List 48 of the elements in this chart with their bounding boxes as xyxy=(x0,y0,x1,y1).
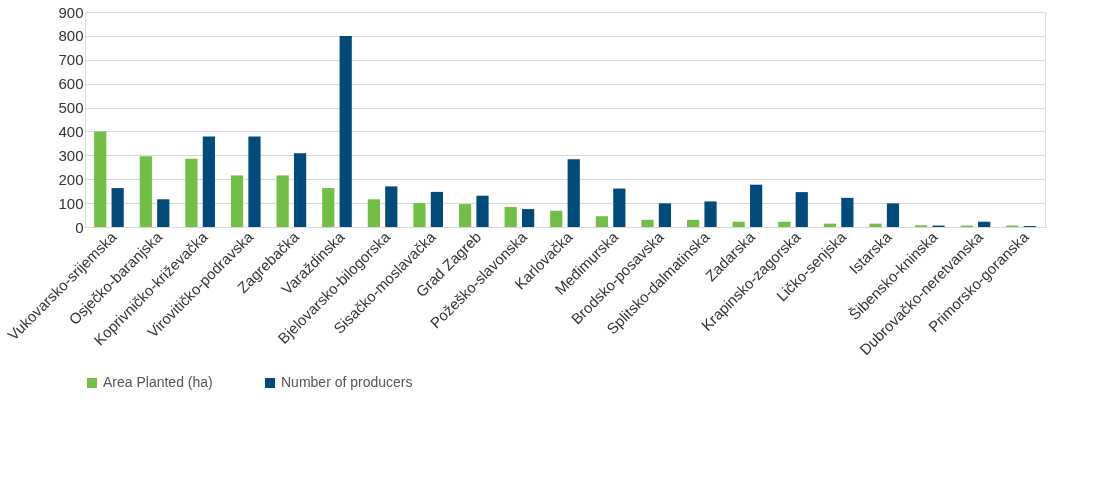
bar xyxy=(550,210,563,227)
bar xyxy=(732,221,745,227)
bar xyxy=(504,206,517,227)
bar xyxy=(94,131,107,227)
bar xyxy=(322,188,335,227)
bar xyxy=(476,195,489,227)
y-tick-label: 800 xyxy=(58,27,84,45)
y-tick-label: 400 xyxy=(58,122,84,140)
bar xyxy=(248,136,261,227)
bar xyxy=(202,136,215,227)
bar xyxy=(185,158,198,227)
y-tick-label: 200 xyxy=(58,170,84,188)
y-tick-label: 700 xyxy=(58,51,84,69)
bar xyxy=(230,175,244,227)
bar xyxy=(567,159,580,227)
bar xyxy=(795,192,808,227)
bar xyxy=(778,221,791,227)
bar xyxy=(658,203,672,227)
bar xyxy=(139,156,152,227)
bar xyxy=(687,219,700,227)
y-tick-label: 300 xyxy=(58,146,84,164)
bar xyxy=(367,199,380,227)
bar xyxy=(641,219,654,227)
legend-label: Number of producers xyxy=(281,374,413,390)
bar xyxy=(595,216,608,227)
bar xyxy=(522,209,535,227)
bar xyxy=(458,204,472,227)
y-tick-label: 900 xyxy=(58,3,84,21)
bar xyxy=(339,35,352,227)
bar xyxy=(385,186,398,227)
bar xyxy=(157,199,170,227)
y-tick-label: 500 xyxy=(58,99,84,117)
bar xyxy=(869,223,882,227)
bar xyxy=(413,203,426,227)
bar xyxy=(293,153,307,227)
bar xyxy=(886,203,900,227)
bar xyxy=(430,191,443,227)
bar xyxy=(613,188,626,227)
bar xyxy=(704,201,717,227)
bar xyxy=(841,197,854,227)
bar xyxy=(978,221,991,227)
bar xyxy=(276,175,289,227)
bar xyxy=(111,188,124,227)
y-tick-label: 600 xyxy=(58,75,84,93)
legend-label: Area Planted (ha) xyxy=(103,374,213,390)
bar xyxy=(750,184,763,227)
y-tick-label: 0 xyxy=(75,218,84,236)
y-tick-label: 100 xyxy=(58,194,84,212)
